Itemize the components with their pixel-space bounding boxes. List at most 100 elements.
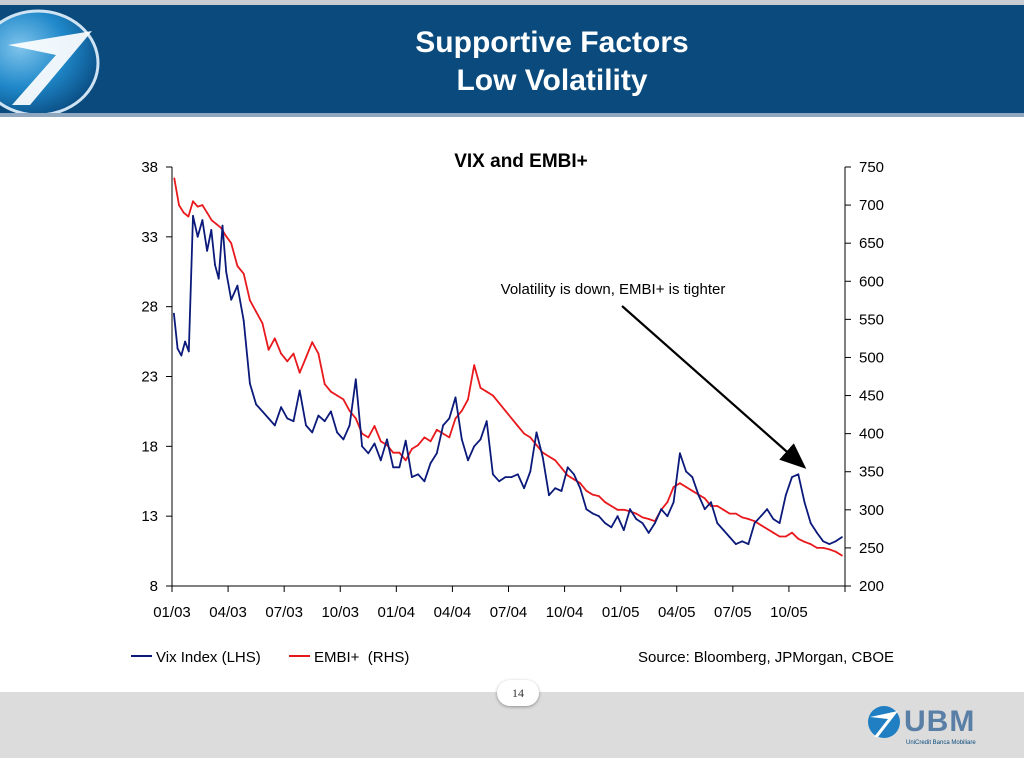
embi-point — [585, 489, 588, 492]
vix-point — [816, 532, 818, 534]
x-tick-label: 10/05 — [770, 604, 808, 621]
embi-line — [173, 178, 843, 557]
embi-point — [317, 352, 320, 355]
embi-point — [485, 390, 488, 393]
embi-point — [741, 516, 744, 519]
embi-point — [554, 459, 557, 462]
embi-point — [286, 360, 289, 363]
annotation-arrow — [621, 305, 807, 469]
vix-point — [622, 529, 625, 531]
vix-point — [214, 263, 216, 266]
vix-point — [604, 522, 606, 524]
embi-point — [336, 394, 338, 397]
vix-point — [442, 424, 444, 427]
embi-point — [417, 444, 419, 446]
vix-point — [249, 382, 251, 385]
right-y-tick-label: 300 — [859, 502, 884, 519]
vix-point — [479, 438, 482, 441]
vix-point — [184, 340, 187, 343]
embi-point — [841, 554, 843, 557]
vix-point — [485, 420, 488, 423]
embi-point — [206, 211, 209, 214]
embi-point — [323, 383, 326, 385]
embi-point — [679, 482, 681, 485]
vix-point — [703, 508, 706, 511]
embi-series — [173, 177, 843, 557]
x-tick-label: 04/04 — [434, 604, 472, 621]
embi-point — [516, 425, 519, 427]
slide-title-line-2: Low Volatility — [456, 64, 648, 97]
embi-point — [728, 512, 731, 515]
embi-point — [529, 436, 532, 439]
embi-point — [467, 398, 469, 401]
vix-point — [255, 403, 257, 406]
embi-point — [348, 409, 351, 412]
embi-point — [454, 417, 457, 420]
embi-point — [292, 352, 295, 355]
x-tick-label: 01/05 — [602, 604, 640, 621]
right-y-tick-label: 750 — [859, 159, 884, 176]
embi-point — [215, 223, 218, 225]
vix-point — [417, 473, 419, 476]
vix-point — [647, 532, 650, 534]
x-tick-label: 01/04 — [378, 604, 416, 621]
vix-point — [822, 540, 825, 543]
embi-point — [460, 409, 463, 412]
left-y-tick-label: 8 — [150, 578, 158, 595]
vix-point — [373, 442, 376, 445]
vix-embi-chart: VIX and EMBI+ 8 13 18 23 28 33 38 200 250 300 350 4… — [131, 151, 894, 666]
vix-point — [573, 473, 575, 476]
embi-point — [816, 547, 818, 549]
vix-point — [760, 515, 762, 518]
source-note: Source: Bloomberg, JPMorgan, CBOE — [638, 649, 894, 666]
vix-point — [192, 215, 194, 217]
vix-point — [741, 540, 744, 543]
embi-point — [766, 528, 768, 530]
vix-point — [516, 473, 519, 476]
embi-point — [201, 204, 204, 206]
right-y-tick-label: 250 — [859, 540, 884, 557]
page-number: 14 — [497, 680, 539, 706]
embi-point — [196, 205, 199, 208]
embi-point — [249, 299, 251, 302]
left-y-tick-label: 33 — [141, 229, 158, 246]
vix-point — [206, 249, 209, 252]
vix-point — [784, 494, 787, 497]
x-tick-label: 07/04 — [490, 604, 528, 621]
vix-point — [672, 501, 675, 504]
right-y-tick-label: 400 — [859, 426, 884, 443]
vix-point — [585, 508, 588, 511]
vix-point — [541, 456, 544, 459]
embi-point — [178, 204, 180, 206]
vix-point — [176, 347, 179, 350]
vix-point — [510, 476, 513, 478]
vix-point — [225, 270, 228, 273]
vix-point — [747, 543, 750, 545]
vix-point — [460, 438, 463, 441]
embi-point — [635, 512, 638, 515]
embi-point — [305, 356, 307, 359]
embi-point — [298, 371, 301, 374]
embi-point — [423, 436, 426, 439]
chart-title: VIX and EMBI+ — [454, 151, 588, 172]
x-tick-label: 07/03 — [265, 604, 303, 621]
ubm-logo-subtext: UniCredit Banca Mobiliare — [906, 740, 976, 746]
embi-point — [691, 489, 694, 492]
legend-vix-label: Vix Index (LHS) — [156, 649, 261, 666]
embi-point — [510, 417, 513, 420]
embi-point — [604, 501, 606, 504]
vix-point — [473, 445, 476, 448]
embi-point — [598, 495, 600, 497]
embi-point — [778, 535, 781, 538]
vix-point — [429, 462, 432, 464]
vix-point — [772, 518, 775, 520]
vix-point — [398, 466, 401, 469]
vix-series — [173, 215, 843, 545]
vix-point — [809, 522, 812, 524]
embi-point — [685, 486, 687, 488]
vix-point — [180, 354, 183, 357]
vix-point — [230, 298, 233, 301]
legend-embi-label: EMBI+ (RHS) — [314, 649, 409, 666]
x-tick-label: 04/05 — [658, 604, 696, 621]
embi-point — [560, 467, 563, 469]
